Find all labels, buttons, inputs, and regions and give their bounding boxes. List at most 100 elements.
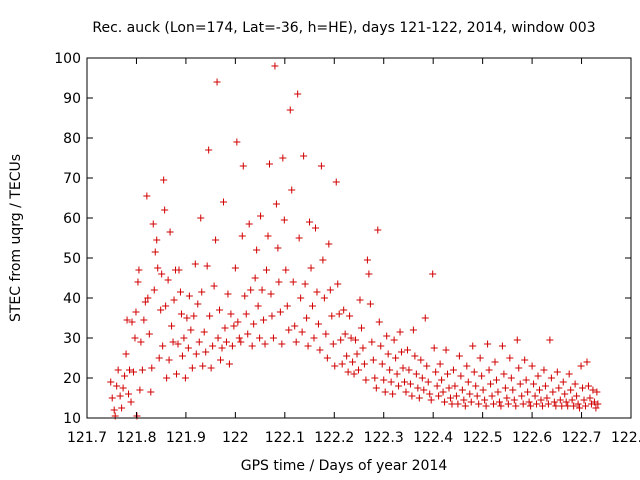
data-point	[165, 356, 173, 364]
data-point	[448, 400, 456, 408]
data-point	[503, 394, 511, 402]
data-point	[108, 394, 116, 402]
data-point	[283, 302, 291, 310]
data-point	[452, 392, 460, 400]
data-point	[464, 378, 472, 386]
x-tick-label: 122.8	[611, 430, 640, 446]
data-point	[163, 374, 171, 382]
data-point	[369, 356, 377, 364]
data-point	[213, 78, 221, 86]
data-point	[320, 294, 328, 302]
data-point	[294, 90, 302, 98]
data-point	[331, 362, 339, 370]
data-point	[334, 280, 342, 288]
data-point	[445, 384, 453, 392]
x-tick-label: 122.7	[561, 430, 601, 446]
data-point	[436, 360, 444, 368]
data-point	[206, 312, 214, 320]
data-point	[267, 290, 275, 298]
data-point	[122, 350, 130, 358]
data-point	[380, 376, 388, 384]
data-point	[577, 362, 585, 370]
data-point	[366, 300, 374, 308]
data-point	[190, 312, 198, 320]
data-point	[559, 378, 567, 386]
data-point	[181, 374, 189, 382]
x-tick-label: 121.8	[116, 430, 156, 446]
data-point	[185, 292, 193, 300]
data-point	[178, 352, 186, 360]
data-point	[285, 326, 293, 334]
data-point	[389, 390, 397, 398]
data-point	[209, 342, 217, 350]
data-point	[561, 390, 569, 398]
data-point	[583, 358, 591, 366]
data-point	[586, 394, 594, 402]
data-point	[438, 376, 446, 384]
x-tick-label: 121.9	[166, 430, 206, 446]
data-point	[390, 336, 398, 344]
data-point	[368, 338, 376, 346]
data-point	[507, 374, 515, 382]
data-point	[458, 386, 466, 394]
data-point	[265, 160, 273, 168]
data-point	[260, 316, 268, 324]
data-point	[141, 298, 149, 306]
data-point	[383, 332, 391, 340]
data-point	[426, 390, 434, 398]
data-point	[344, 368, 352, 376]
data-point	[194, 300, 202, 308]
data-point	[371, 374, 379, 382]
data-point	[451, 382, 459, 390]
data-point	[276, 308, 284, 316]
data-point	[279, 154, 287, 162]
data-point	[140, 316, 148, 324]
data-point	[513, 336, 521, 344]
data-point	[304, 342, 312, 350]
data-point	[444, 370, 452, 378]
data-point	[487, 380, 495, 388]
data-point	[355, 366, 363, 374]
data-point	[200, 328, 208, 336]
data-point	[286, 106, 294, 114]
data-point	[593, 388, 601, 396]
y-tick-label: 70	[63, 171, 81, 187]
data-point	[418, 374, 426, 382]
data-point	[278, 340, 286, 348]
data-point	[138, 366, 146, 374]
data-point	[494, 388, 502, 396]
data-point	[357, 324, 365, 332]
y-tick-label: 100	[54, 51, 81, 67]
data-point	[460, 396, 468, 404]
y-tick-label: 50	[63, 251, 81, 267]
data-point	[441, 398, 449, 406]
data-point	[384, 350, 392, 358]
data-point	[399, 364, 407, 372]
data-point	[282, 266, 290, 274]
data-point	[231, 264, 239, 272]
data-point	[432, 368, 440, 376]
data-point	[311, 224, 319, 232]
data-point	[166, 228, 174, 236]
data-point	[571, 380, 579, 388]
data-point	[274, 244, 282, 252]
data-point	[335, 310, 343, 318]
data-point	[218, 344, 226, 352]
data-point	[256, 334, 264, 342]
data-point	[168, 322, 176, 330]
data-point	[275, 278, 283, 286]
data-point	[298, 328, 306, 336]
data-point	[306, 218, 314, 226]
data-point	[129, 368, 137, 376]
data-point	[233, 138, 241, 146]
y-tick-label: 40	[63, 291, 81, 307]
data-point	[521, 356, 529, 364]
data-point	[175, 266, 183, 274]
data-point	[430, 344, 438, 352]
data-point	[402, 388, 410, 396]
data-point	[518, 392, 526, 400]
data-point	[288, 186, 296, 194]
data-point	[162, 302, 170, 310]
data-point	[466, 390, 474, 398]
data-point	[197, 214, 205, 222]
